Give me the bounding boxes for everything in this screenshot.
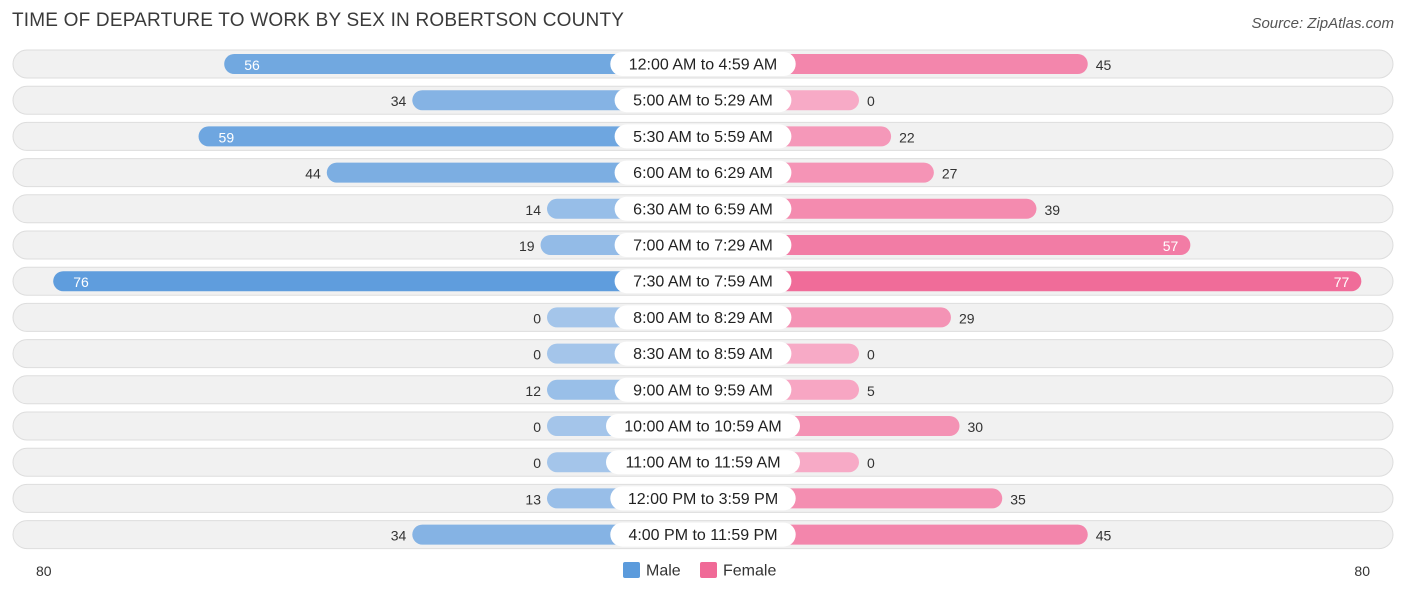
chart-title: TIME OF DEPARTURE TO WORK BY SEX IN ROBE… bbox=[12, 10, 625, 31]
bar-female bbox=[703, 54, 1088, 74]
legend-female-label: Female bbox=[723, 563, 776, 580]
bar-female bbox=[703, 271, 1362, 292]
chart-row: 12:00 PM to 3:59 PM 13 35 bbox=[12, 483, 1394, 513]
rows-layer: 12:00 AM to 4:59 AM 56 45 5:00 AM to 5:29 A… bbox=[12, 49, 1394, 550]
value-label-female: 22 bbox=[899, 129, 915, 145]
chart-row: 7:00 AM to 7:29 AM 19 57 bbox=[12, 230, 1394, 260]
value-label-male: 76 bbox=[73, 274, 89, 290]
bar-male bbox=[326, 162, 703, 183]
value-label-female: 45 bbox=[1096, 57, 1112, 73]
category-label: 12:00 PM to 3:59 PM bbox=[628, 491, 778, 508]
category-label: 9:00 AM to 9:59 AM bbox=[633, 382, 773, 399]
category-pill bbox=[614, 160, 792, 185]
category-pill bbox=[614, 269, 792, 294]
bar-male bbox=[53, 271, 703, 292]
category-label: 5:30 AM to 5:59 AM bbox=[633, 129, 773, 146]
chart-row: 5:00 AM to 5:29 AM 34 0 bbox=[12, 85, 1394, 115]
category-label: 8:00 AM to 8:29 AM bbox=[633, 310, 773, 327]
axis-left-label: 80 bbox=[36, 563, 52, 579]
chart-row: 7:30 AM to 7:59 AM 76 77 bbox=[12, 266, 1394, 296]
value-label-female: 30 bbox=[968, 419, 984, 435]
category-pill bbox=[610, 522, 796, 547]
value-label-male: 34 bbox=[391, 93, 407, 109]
category-pill bbox=[614, 233, 792, 257]
category-label: 11:00 AM to 11:59 AM bbox=[625, 455, 780, 472]
chart-row: 10:00 AM to 10:59 AM 0 30 bbox=[12, 411, 1394, 441]
chart-source: Source: ZipAtlas.com bbox=[1251, 15, 1394, 32]
category-label: 5:00 AM to 5:29 AM bbox=[633, 93, 773, 110]
bar-female bbox=[703, 235, 1191, 255]
axis-right-label: 80 bbox=[1354, 563, 1370, 579]
chart-row: 4:00 PM to 11:59 PM 34 45 bbox=[12, 520, 1394, 550]
value-label-female: 77 bbox=[1334, 274, 1350, 290]
category-label: 6:30 AM to 6:59 AM bbox=[633, 201, 773, 218]
category-label: 10:00 AM to 10:59 AM bbox=[624, 419, 781, 436]
value-label-female: 45 bbox=[1096, 528, 1112, 544]
category-pill bbox=[614, 124, 792, 149]
legend: Male Female bbox=[623, 562, 776, 580]
value-label-female: 29 bbox=[959, 310, 975, 326]
legend-female-swatch bbox=[700, 562, 717, 578]
chart-row: 6:30 AM to 6:59 AM 14 39 bbox=[12, 194, 1394, 224]
chart-row: 12:00 AM to 4:59 AM 56 45 bbox=[12, 49, 1394, 79]
category-pill bbox=[614, 341, 792, 366]
category-label: 6:00 AM to 6:29 AM bbox=[633, 165, 773, 182]
value-label-female: 35 bbox=[1010, 491, 1026, 507]
value-label-male: 19 bbox=[519, 238, 535, 254]
category-pill bbox=[610, 52, 796, 76]
category-pill bbox=[614, 88, 792, 113]
category-pill bbox=[614, 196, 792, 221]
category-label: 4:00 PM to 11:59 PM bbox=[628, 527, 777, 544]
chart-row: 11:00 AM to 11:59 AM 0 0 bbox=[12, 447, 1394, 477]
value-label-male: 59 bbox=[219, 129, 235, 145]
chart-row: 6:00 AM to 6:29 AM 44 27 bbox=[12, 158, 1394, 188]
value-label-female: 5 bbox=[867, 383, 875, 399]
value-label-female: 0 bbox=[867, 93, 875, 109]
value-label-female: 0 bbox=[867, 347, 875, 363]
bar-female bbox=[703, 524, 1088, 545]
value-label-male: 0 bbox=[533, 419, 541, 435]
category-label: 12:00 AM to 4:59 AM bbox=[629, 57, 778, 74]
bar-male bbox=[224, 54, 703, 74]
value-label-female: 0 bbox=[867, 455, 875, 471]
chart-row: 8:30 AM to 8:59 AM 0 0 bbox=[12, 339, 1394, 369]
value-label-male: 0 bbox=[533, 310, 541, 326]
category-pill bbox=[614, 377, 792, 402]
value-label-male: 0 bbox=[533, 455, 541, 471]
legend-male-swatch bbox=[623, 562, 640, 578]
value-label-male: 44 bbox=[305, 166, 321, 182]
category-pill bbox=[606, 450, 800, 475]
value-label-male: 13 bbox=[525, 491, 541, 507]
value-label-male: 14 bbox=[525, 202, 541, 218]
category-pill bbox=[614, 305, 792, 330]
legend-male-label: Male bbox=[646, 563, 681, 580]
value-label-female: 27 bbox=[942, 166, 958, 182]
chart-row: 8:00 AM to 8:29 AM 0 29 bbox=[12, 302, 1394, 332]
category-pill bbox=[606, 414, 800, 438]
value-label-male: 56 bbox=[244, 57, 260, 73]
value-label-male: 12 bbox=[525, 383, 541, 399]
chart-row: 5:30 AM to 5:59 AM 59 22 bbox=[12, 121, 1394, 151]
bar-male bbox=[198, 126, 704, 147]
value-label-male: 34 bbox=[391, 528, 407, 544]
value-label-female: 39 bbox=[1044, 202, 1060, 218]
value-label-male: 0 bbox=[533, 347, 541, 363]
category-label: 7:30 AM to 7:59 AM bbox=[633, 274, 773, 291]
chart-row: 9:00 AM to 9:59 AM 12 5 bbox=[12, 375, 1394, 405]
category-pill bbox=[610, 486, 796, 511]
value-label-female: 57 bbox=[1163, 238, 1179, 254]
category-label: 7:00 AM to 7:29 AM bbox=[633, 238, 773, 255]
category-label: 8:30 AM to 8:59 AM bbox=[633, 346, 773, 363]
